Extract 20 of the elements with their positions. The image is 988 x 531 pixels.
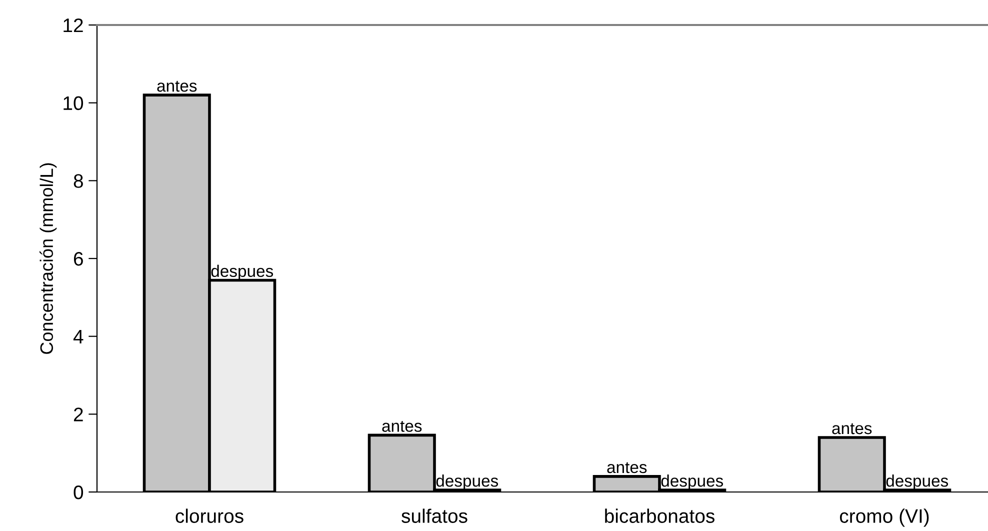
- x-tick-label: cloruros: [176, 508, 244, 523]
- y-tick-label: 8: [74, 174, 83, 188]
- text: antes: [382, 420, 422, 432]
- y-axis-title: Concentración (mmol/L): [40, 163, 57, 354]
- series-label: antes: [832, 423, 872, 434]
- text: despues: [436, 474, 498, 490]
- y-tick-label: 0: [74, 485, 84, 500]
- series-label: despues: [211, 264, 274, 280]
- x-tick-label: bicarbonatos: [605, 508, 714, 523]
- y-tick-label: 12: [64, 18, 83, 32]
- x-tick-label: sulfatos: [402, 508, 468, 523]
- text: antes: [157, 80, 197, 92]
- text: despues: [886, 474, 948, 490]
- y-tick-label: 2: [74, 408, 83, 422]
- x-tick-label: cromo (VI): [840, 508, 929, 527]
- y-tick-label: 4: [73, 330, 84, 344]
- y-tick-label: 6: [74, 252, 83, 266]
- text: antes: [607, 462, 647, 474]
- text: despues: [661, 474, 724, 490]
- y-tick-label: 10: [64, 96, 84, 110]
